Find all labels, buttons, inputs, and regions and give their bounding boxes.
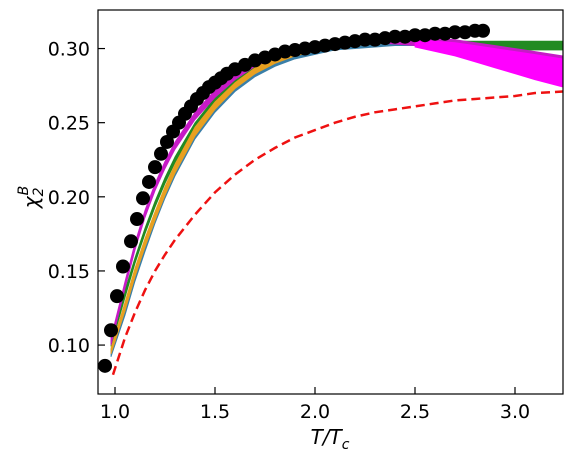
y-tick-label: 0.30 xyxy=(48,39,90,61)
data-point xyxy=(104,323,118,338)
y-axis-label: χ2B xyxy=(16,186,47,209)
data-point xyxy=(110,289,124,304)
plot-area xyxy=(98,23,563,376)
data-point xyxy=(408,28,422,43)
data-point xyxy=(136,191,150,206)
x-tick-label: 1.5 xyxy=(200,401,230,423)
data-point xyxy=(98,358,112,373)
data-point xyxy=(124,234,138,249)
data-point xyxy=(148,160,162,175)
data-point xyxy=(116,259,130,274)
x-tick-label: 2.5 xyxy=(400,401,430,423)
x-tick-label: 3.0 xyxy=(500,401,530,423)
series-band-1 xyxy=(110,40,563,347)
series-band-4 xyxy=(110,37,563,346)
data-point xyxy=(160,134,174,149)
data-point xyxy=(448,25,462,40)
y-tick-label: 0.20 xyxy=(48,187,90,209)
data-point xyxy=(388,29,402,44)
y-tick-label: 0.10 xyxy=(48,335,90,357)
axes: 1.0 1.5 2.0 2.5 3.0 0.10 0.15 0.20 0.25 0.30 xyxy=(48,9,564,423)
series-band-3 xyxy=(110,37,416,355)
series-dashed-line-6 xyxy=(111,90,563,376)
series-band-5 xyxy=(414,39,563,88)
data-point xyxy=(154,146,168,161)
y-tick-label: 0.15 xyxy=(48,261,90,283)
data-point xyxy=(476,23,490,38)
plot-frame xyxy=(97,9,564,395)
y-tick-label: 0.25 xyxy=(48,113,90,135)
data-point xyxy=(142,174,156,189)
data-point xyxy=(428,26,442,41)
x-axis-label: T/Tc xyxy=(311,425,350,453)
data-point xyxy=(358,32,372,47)
x-tick-label: 1.0 xyxy=(100,401,130,423)
data-point xyxy=(130,212,144,227)
x-tick-label: 2.0 xyxy=(300,401,330,423)
